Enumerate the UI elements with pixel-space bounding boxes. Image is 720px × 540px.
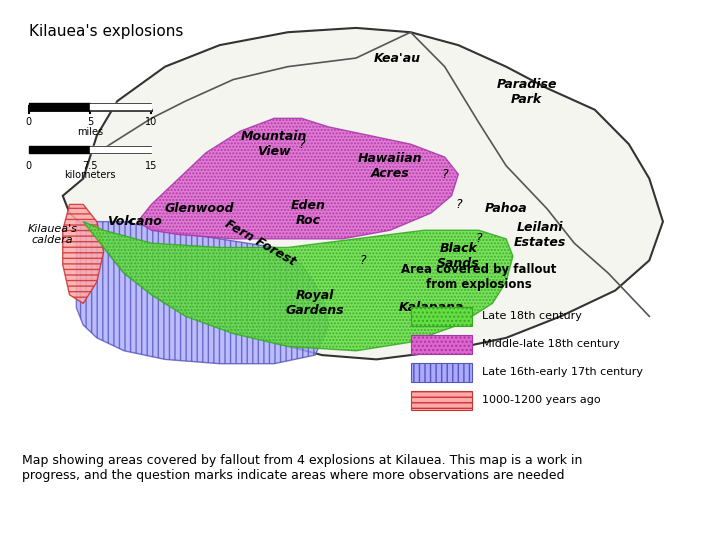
Text: Paradise
Park: Paradise Park — [496, 78, 557, 106]
Text: 7.5: 7.5 — [82, 160, 98, 171]
Text: Volcano: Volcano — [107, 215, 162, 228]
Text: 10: 10 — [145, 118, 158, 127]
Text: ?: ? — [298, 138, 305, 151]
Text: Kilauea's explosions: Kilauea's explosions — [29, 24, 183, 38]
Text: Pahoa: Pahoa — [485, 202, 527, 215]
Text: 1000-1200 years ago: 1000-1200 years ago — [482, 395, 600, 406]
Text: Mountain
View: Mountain View — [241, 130, 307, 158]
Text: 0: 0 — [26, 160, 32, 171]
Text: 0: 0 — [26, 118, 32, 127]
Text: Map showing areas covered by fallout from 4 explosions at Kilauea. This map is a: Map showing areas covered by fallout fro… — [22, 454, 582, 482]
Text: Area covered by fallout
from explosions: Area covered by fallout from explosions — [401, 262, 557, 291]
Text: Kea'au: Kea'au — [374, 51, 420, 65]
FancyBboxPatch shape — [410, 335, 472, 354]
Text: Kilauea's
caldera: Kilauea's caldera — [27, 224, 78, 245]
Text: Kalapana: Kalapana — [398, 301, 464, 314]
Polygon shape — [63, 205, 104, 303]
Text: kilometers: kilometers — [64, 170, 116, 180]
FancyBboxPatch shape — [410, 390, 472, 410]
Text: Black
Sands: Black Sands — [437, 242, 480, 270]
Text: Glenwood: Glenwood — [164, 202, 234, 215]
Text: ?: ? — [475, 232, 482, 245]
Polygon shape — [138, 118, 459, 239]
Text: ?: ? — [441, 168, 448, 181]
Polygon shape — [63, 28, 663, 360]
Polygon shape — [84, 221, 513, 351]
Text: Late 18th century: Late 18th century — [482, 312, 582, 321]
Text: Fern Forest: Fern Forest — [222, 218, 298, 269]
Text: ?: ? — [455, 198, 462, 211]
FancyBboxPatch shape — [410, 363, 472, 382]
Polygon shape — [76, 221, 329, 364]
Text: ?: ? — [359, 254, 366, 267]
Text: Eden
Roc: Eden Roc — [291, 199, 325, 227]
Text: Hawaiian
Acres: Hawaiian Acres — [358, 152, 423, 180]
Text: Middle-late 18th century: Middle-late 18th century — [482, 339, 620, 349]
Text: Late 16th-early 17th century: Late 16th-early 17th century — [482, 367, 643, 377]
Text: 15: 15 — [145, 160, 158, 171]
Text: Leilani
Estates: Leilani Estates — [514, 220, 567, 248]
Text: 5: 5 — [87, 118, 93, 127]
FancyBboxPatch shape — [410, 307, 472, 326]
Text: miles: miles — [77, 127, 103, 137]
Text: Royal
Gardens: Royal Gardens — [286, 289, 344, 318]
